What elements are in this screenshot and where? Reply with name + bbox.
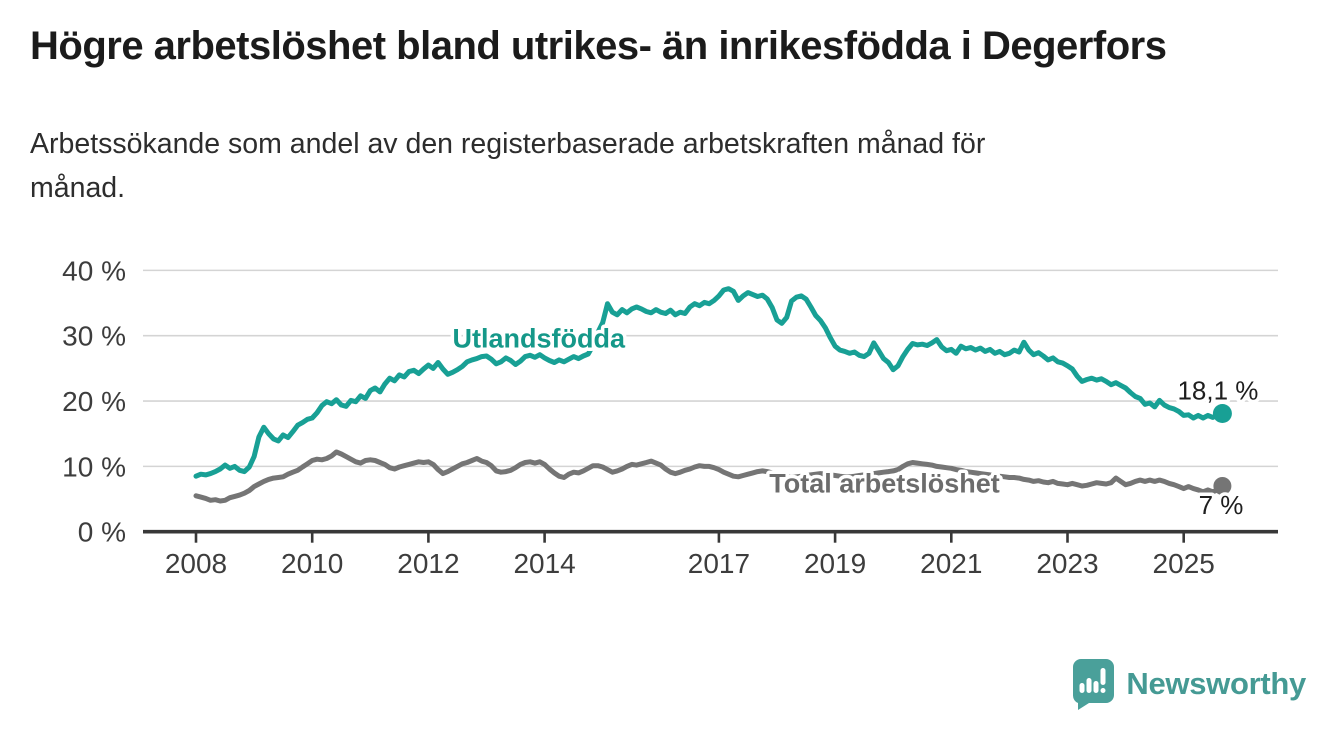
x-tick-label-2008: 2008	[165, 548, 227, 579]
x-tick-label-2010: 2010	[281, 548, 343, 579]
logo-bar-1	[1079, 683, 1085, 693]
brand-wordmark: Newsworthy	[1126, 666, 1306, 701]
x-tick-label-2021: 2021	[920, 548, 982, 579]
series-end-value-label-1: 7 %	[1199, 490, 1244, 520]
newsworthy-branding: Newsworthy	[1070, 658, 1306, 710]
page-title: Högre arbetslöshet bland utrikes- än inr…	[30, 24, 1167, 68]
series-end-dot-0	[1212, 404, 1232, 423]
logo-bar-2	[1086, 678, 1092, 693]
y-tick-label-0: 0 %	[78, 517, 126, 548]
y-tick-label-10: 10 %	[62, 451, 126, 482]
series-end-dot-1	[1213, 477, 1232, 495]
x-tick-label-2017: 2017	[688, 548, 750, 579]
series-name-label-0: Utlandsfödda	[453, 324, 626, 354]
y-tick-label-40: 40 %	[62, 255, 126, 286]
x-tick-label-2025: 2025	[1153, 548, 1215, 579]
series-line-1	[193, 449, 1225, 504]
x-tick-label-2019: 2019	[804, 548, 866, 579]
x-tick-label-2023: 2023	[1036, 548, 1098, 579]
logo-exclamation-dot	[1100, 688, 1106, 693]
logo-bar-3	[1093, 681, 1099, 693]
newsworthy-logo-icon	[1073, 659, 1115, 710]
x-tick-label-2012: 2012	[397, 548, 459, 579]
y-tick-label-30: 30 %	[62, 321, 126, 352]
page-subtitle: Arbetssökande som andel av den registerb…	[30, 128, 986, 204]
y-tick-label-20: 20 %	[62, 386, 126, 417]
series-end-value-label-0: 18,1 %	[1177, 376, 1258, 406]
series-line-0	[193, 286, 1225, 479]
series-name-label-1: Total arbetslöshet	[769, 469, 1000, 499]
x-tick-label-2014: 2014	[513, 548, 575, 579]
logo-exclamation-bar	[1100, 668, 1106, 685]
